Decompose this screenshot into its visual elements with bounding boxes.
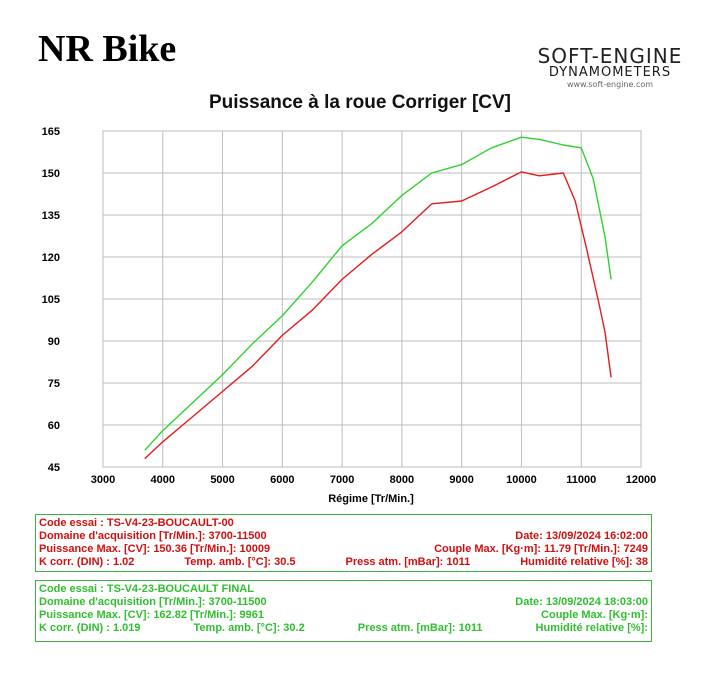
run1-domain: Domaine d'acquisition [Tr/Min.]: 3700-11… [39, 530, 267, 542]
x-tick-label: 3000 [91, 474, 115, 486]
run1-power: Puissance Max. [CV]: 150.36 [Tr/Min.]: 1… [39, 543, 271, 555]
logo-subtitle: DYNAMOMETERS [548, 65, 672, 80]
x-tick-label: 12000 [626, 474, 657, 486]
x-tick-label: 5000 [210, 474, 234, 486]
run1-temp: Temp. amb. [°C]: 30.5 [184, 556, 296, 568]
x-axis-label: Régime [Tr/Min.] [328, 493, 414, 505]
run1-torque: Couple Max. [Kg·m]: 11.79 [Tr/Min.]: 724… [434, 543, 648, 555]
chart-series [144, 136, 612, 460]
y-tick-label: 45 [48, 462, 60, 474]
soft-engine-logo: SOFT-ENGINE DYNAMOMETERS www.soft-engine… [535, 46, 685, 90]
run2-domain: Domaine d'acquisition [Tr/Min.]: 3700-11… [39, 596, 267, 608]
x-tick-label: 8000 [390, 474, 414, 486]
logo-url: www.soft-engine.com [566, 80, 654, 89]
x-tick-label: 6000 [270, 474, 294, 486]
chart-ticks: 3000 4000 5000 6000 7000 8000 9000 10000 11000 12… [42, 126, 657, 486]
y-tick-label: 120 [42, 252, 60, 264]
run2-temp: Temp. amb. [°C]: 30.2 [193, 622, 305, 634]
x-tick-label: 11000 [566, 474, 596, 486]
brand-title: NR Bike [38, 28, 177, 70]
series-line-green [144, 136, 612, 451]
x-tick-label: 4000 [151, 474, 175, 486]
chart-title: Puissance à la roue Corriger [CV] [209, 92, 511, 113]
run2-power: Puissance Max. [CV]: 162.82 [Tr/Min.]: 9… [39, 609, 264, 621]
y-tick-label: 105 [42, 294, 60, 306]
chart-grid [102, 130, 642, 468]
run2-date: Date: 13/09/2024 18:03:00 [515, 596, 648, 608]
logo-wordmark: SOFT-ENGINE [537, 44, 683, 68]
run2-kcorr: K corr. (DIN) : 1.019 [39, 622, 141, 634]
x-tick-label: 9000 [449, 474, 473, 486]
x-tick-label: 10000 [506, 474, 537, 486]
run2-humidity: Humidité relative [%]: [535, 622, 648, 634]
y-tick-label: 75 [48, 378, 60, 390]
run1-press: Press atm. [mBar]: 1011 [345, 556, 471, 568]
run2-info-panel: Code essai : TS-V4-23-BOUCAULT FINAL Dom… [35, 580, 652, 642]
y-tick-label: 135 [42, 210, 60, 222]
run2-code: Code essai : TS-V4-23-BOUCAULT FINAL [39, 583, 254, 595]
y-tick-label: 165 [42, 126, 60, 138]
y-tick-label: 150 [42, 168, 60, 180]
run1-kcorr: K corr. (DIN) : 1.02 [39, 556, 135, 568]
y-tick-label: 60 [48, 420, 60, 432]
run2-press: Press atm. [mBar]: 1011 [357, 622, 483, 634]
run1-date: Date: 13/09/2024 16:02:00 [515, 530, 648, 542]
run1-humidity: Humidité relative [%]: 38 [520, 556, 648, 568]
run2-torque: Couple Max. [Kg·m]: [541, 609, 648, 621]
x-tick-label: 7000 [330, 474, 354, 486]
run1-code: Code essai : TS-V4-23-BOUCAULT-00 [39, 517, 234, 529]
y-tick-label: 90 [48, 336, 60, 348]
run1-info-panel: Code essai : TS-V4-23-BOUCAULT-00 Domain… [35, 514, 652, 572]
series-line-red [144, 171, 612, 460]
